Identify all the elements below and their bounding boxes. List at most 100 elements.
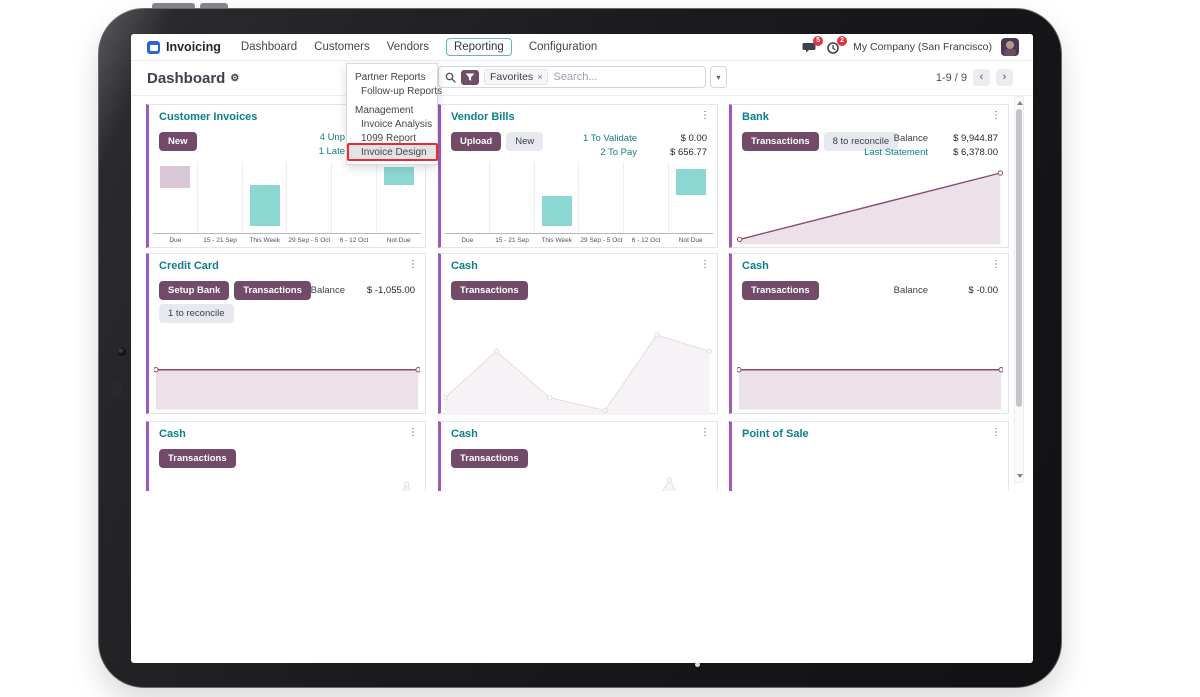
stat-label: Balance — [893, 285, 928, 296]
card-point-of-sale: Point of Sale ⋮ — [729, 421, 1009, 491]
kebab-menu-icon[interactable]: ⋮ — [700, 110, 710, 121]
card-stats: Balance $ -1,055.00 — [311, 285, 415, 296]
card-title: Point of Sale — [742, 428, 809, 440]
card-cash-2: Cash ⋮ Transactions Balance $ -0.00 — [729, 253, 1009, 414]
bar-gridline-column — [331, 162, 376, 233]
card-buttons: Transactions — [742, 281, 819, 300]
bar-label: Not Due — [386, 237, 411, 244]
messages-badge: 5 — [813, 35, 824, 46]
stat-row: 2 To Pay $ 656.77 — [583, 147, 707, 158]
card-buttons: Transactions — [451, 449, 528, 468]
pager-previous-button[interactable]: ‹ — [973, 69, 990, 86]
stat-label[interactable]: 1 Late — [318, 146, 345, 157]
mini-bar-chart — [445, 162, 713, 234]
menu-item-invoice-analysis[interactable]: Invoice Analysis — [361, 119, 433, 130]
card-title: Cash — [742, 260, 769, 272]
front-camera-icon — [116, 346, 127, 357]
menu-section-management: Management — [355, 105, 414, 116]
new-button[interactable]: New — [159, 132, 197, 151]
bar — [675, 169, 706, 195]
company-switcher[interactable]: My Company (San Francisco) — [853, 41, 992, 53]
vertical-scrollbar[interactable] — [1014, 96, 1024, 483]
kebab-menu-icon[interactable]: ⋮ — [991, 110, 1001, 121]
bar — [249, 185, 280, 226]
mini-line-chart — [736, 367, 1004, 410]
card-stats: 4 Unp 1 Late — [319, 132, 345, 157]
kebab-menu-icon[interactable]: ⋮ — [991, 259, 1001, 270]
kebab-menu-icon[interactable]: ⋮ — [700, 259, 710, 270]
stat-label[interactable]: 2 To Pay — [600, 147, 637, 158]
search-input[interactable]: Favorites × Search... — [438, 66, 706, 88]
search-options-toggle[interactable]: ▾ — [710, 66, 727, 88]
scroll-up-icon[interactable] — [1017, 101, 1023, 105]
reporting-dropdown-menu: Partner Reports Follow-up Reports Manage… — [346, 63, 443, 165]
mini-line-chart — [442, 332, 712, 415]
card-stats: Balance $ -0.00 — [894, 285, 998, 296]
stat-label[interactable]: 1 To Validate — [582, 133, 637, 144]
menu-dashboard[interactable]: Dashboard — [240, 41, 298, 53]
bar — [383, 167, 414, 185]
stat-label[interactable]: Last Statement — [864, 147, 928, 158]
scroll-down-icon[interactable] — [1017, 474, 1023, 478]
setup-bank-button[interactable]: Setup Bank — [159, 281, 230, 300]
kebab-menu-icon[interactable]: ⋮ — [991, 427, 1001, 438]
menu-vendors[interactable]: Vendors — [386, 41, 429, 53]
transactions-button[interactable]: Transactions — [159, 449, 236, 468]
bar-label: Not Due — [678, 237, 703, 244]
kebab-menu-icon[interactable]: ⋮ — [408, 427, 418, 438]
transactions-button[interactable]: Transactions — [234, 281, 311, 300]
8-to-reconcile-button[interactable]: 8 to reconcile — [823, 132, 899, 151]
top-navbar: Invoicing Dashboard Customers Vendors Re… — [131, 34, 1033, 61]
bar-gridline-column — [578, 162, 623, 233]
messages-icon[interactable]: 5 — [802, 35, 824, 55]
filter-funnel-icon[interactable] — [461, 69, 479, 85]
favorites-facet[interactable]: Favorites × — [484, 69, 549, 85]
card-bank: Bank ⋮ Transactions 8 to reconcile Balance $ … — [729, 104, 1009, 248]
card-title: Cash — [451, 428, 478, 440]
card-cash-3: Cash ⋮ Transactions — [146, 421, 426, 491]
systray: 5 2 My Company (San Francisco) — [802, 35, 1019, 56]
activities-clock-icon[interactable]: 2 — [826, 35, 848, 55]
upload-button[interactable]: Upload — [451, 132, 502, 151]
gear-icon[interactable]: ⚙ — [230, 73, 240, 84]
menu-item-follow-up-reports[interactable]: Follow-up Reports — [361, 86, 443, 97]
app-brand[interactable]: Invoicing — [147, 40, 221, 54]
menu-configuration[interactable]: Configuration — [528, 41, 598, 53]
scrollbar-thumb[interactable] — [1016, 109, 1022, 407]
1-to-reconcile-button[interactable]: 1 to reconcile — [159, 304, 234, 323]
bar-label: 29 Sep - 5 Oct — [288, 237, 331, 244]
menu-item-1099-report[interactable]: 1099 Report — [361, 133, 417, 144]
bar-gridline-column — [623, 162, 668, 233]
transactions-button[interactable]: Transactions — [742, 281, 819, 300]
transactions-button[interactable]: Transactions — [451, 281, 528, 300]
kebab-menu-icon[interactable]: ⋮ — [408, 259, 418, 270]
stat-value: $ 6,378.00 — [953, 147, 998, 158]
transactions-button[interactable]: Transactions — [742, 132, 819, 151]
search-icon — [445, 72, 456, 83]
pager-next-button[interactable]: › — [996, 69, 1013, 86]
stat-row: Balance $ -1,055.00 — [311, 285, 415, 296]
card-buttons: Transactions 8 to reconcile — [742, 132, 899, 151]
user-avatar[interactable] — [1001, 38, 1019, 56]
activities-badge: 2 — [837, 35, 848, 46]
menu-customers[interactable]: Customers — [314, 41, 370, 53]
menu-reporting[interactable]: Reporting — [445, 38, 512, 56]
facet-close-icon[interactable]: × — [537, 72, 543, 82]
stat-row: Balance $ -0.00 — [894, 285, 998, 296]
mini-bar-chart — [153, 162, 421, 234]
main-menu: Dashboard Customers Vendors Reporting Co… — [241, 38, 597, 56]
bar-label: Due — [461, 237, 474, 244]
mini-line-chart — [736, 170, 1004, 245]
menu-item-invoice-design[interactable]: Invoice Design — [347, 143, 438, 161]
bar-gridline-column — [668, 162, 713, 233]
tablet-power-button — [200, 3, 228, 12]
stat-label[interactable]: 4 Unp — [319, 132, 345, 143]
new-button[interactable]: New — [506, 132, 544, 151]
bar-gridline-column — [533, 162, 579, 233]
bar-gridline-column — [241, 162, 287, 233]
card-chart: Due 15 - 21 Sep This Week 29 Sep - 5 Oct 6 -… — [445, 162, 713, 244]
bar-gridline-column — [445, 162, 489, 233]
transactions-button[interactable]: Transactions — [451, 449, 528, 468]
stat-row: Last Statement $ 6,378.00 — [864, 147, 998, 158]
kebab-menu-icon[interactable]: ⋮ — [700, 427, 710, 438]
